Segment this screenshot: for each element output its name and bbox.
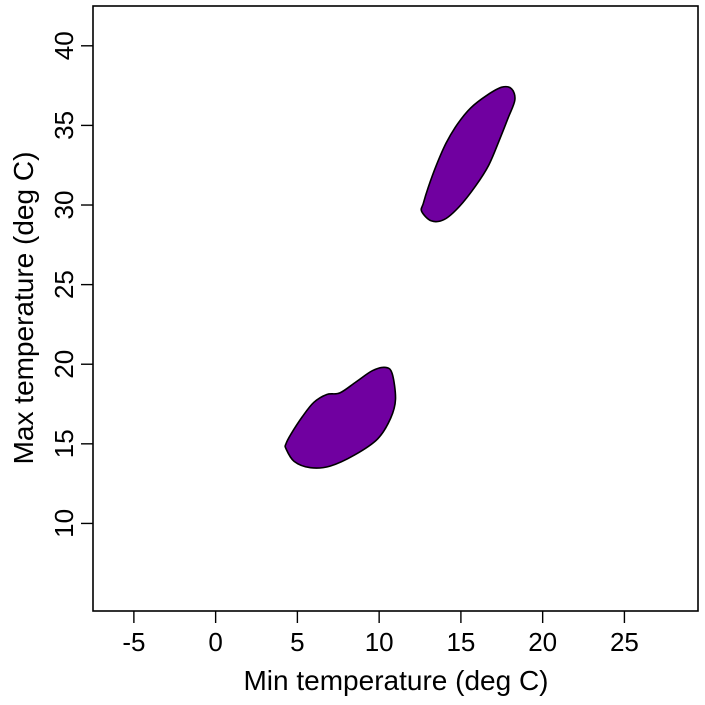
x-tick-label--5: -5 xyxy=(122,627,145,657)
x-axis-title: Min temperature (deg C) xyxy=(243,665,548,696)
x-axis: -5 0 5 10 15 20 25 xyxy=(122,611,639,657)
x-tick-label-20: 20 xyxy=(528,627,557,657)
region-upper xyxy=(420,85,516,223)
regions-layer xyxy=(284,85,516,469)
plot-frame xyxy=(92,5,699,612)
y-tick-label-25: 25 xyxy=(49,270,79,299)
x-tick-label-10: 10 xyxy=(365,627,394,657)
x-tick-label-5: 5 xyxy=(290,627,304,657)
y-tick-label-15: 15 xyxy=(49,429,79,458)
region-lower xyxy=(284,366,397,469)
x-tick-label-15: 15 xyxy=(446,627,475,657)
y-tick-label-20: 20 xyxy=(49,350,79,379)
x-tick-label-0: 0 xyxy=(208,627,222,657)
y-tick-label-10: 10 xyxy=(49,509,79,538)
y-tick-label-35: 35 xyxy=(49,111,79,140)
x-tick-label-25: 25 xyxy=(610,627,639,657)
y-tick-label-40: 40 xyxy=(49,31,79,60)
y-axis: 10 15 20 25 30 35 40 xyxy=(49,31,93,538)
y-tick-label-30: 30 xyxy=(49,191,79,220)
y-axis-title: Max temperature (deg C) xyxy=(8,152,39,465)
